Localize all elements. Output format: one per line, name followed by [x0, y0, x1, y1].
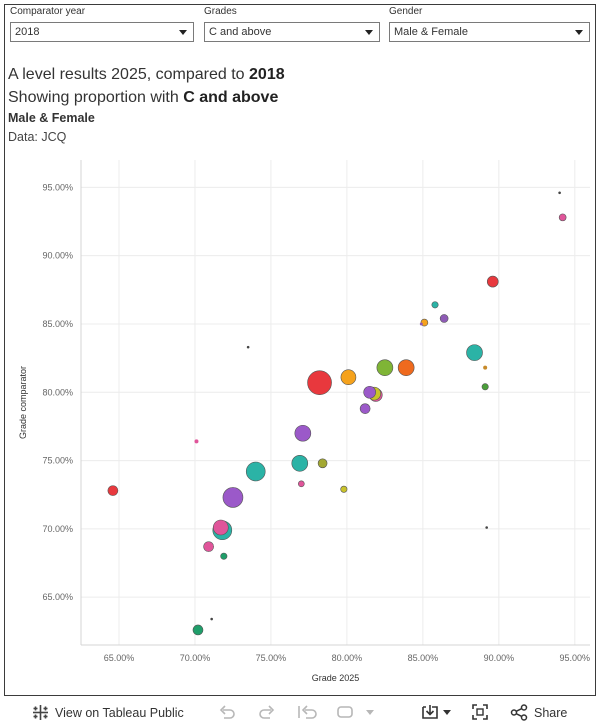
data-point — [558, 191, 561, 195]
data-point — [107, 485, 119, 496]
data-point — [439, 314, 449, 323]
x-tick-label: 75.00% — [256, 653, 287, 663]
x-tick-label: 85.00% — [408, 653, 439, 663]
data-point — [485, 526, 488, 529]
scatter-chart: 65.00% 70.00% 75.00% 80.00% 85.00% 90.00% 95.0… — [18, 160, 591, 683]
title-year: 2018 — [249, 66, 285, 83]
gender-select[interactable]: Male & Female — [389, 22, 590, 42]
x-tick-label: 65.00% — [104, 653, 135, 663]
select-value: 2018 — [15, 26, 40, 38]
refresh-button[interactable] — [336, 704, 376, 720]
data-point — [431, 301, 439, 309]
subtitle-prefix: Showing proportion with — [8, 89, 184, 106]
data-point — [212, 519, 229, 536]
refresh-icon — [337, 706, 374, 718]
filter-grades: Grades C and above — [204, 6, 380, 42]
filter-label: Grades — [204, 6, 237, 17]
download-button[interactable] — [421, 704, 453, 720]
grades-select[interactable]: C and above — [204, 22, 380, 42]
select-value: C and above — [209, 26, 272, 38]
data-point — [363, 385, 376, 399]
tableau-toolbar: View on Tableau Public Share — [0, 697, 600, 727]
data-point — [397, 359, 415, 376]
redo-icon — [259, 705, 275, 719]
title-line-1: A level results 2025, compared to 2018 — [8, 63, 285, 86]
data-point — [220, 552, 228, 560]
redo-button[interactable] — [258, 704, 276, 720]
chart-title-block: A level results 2025, compared to 2018 S… — [8, 63, 285, 147]
undo-icon — [219, 705, 235, 719]
data-point — [376, 359, 394, 376]
data-point — [307, 370, 332, 395]
x-tick-label: 80.00% — [332, 653, 363, 663]
data-point — [558, 213, 567, 222]
y-tick-label: 95.00% — [42, 182, 73, 192]
share-button[interactable]: Share — [510, 704, 567, 721]
data-point — [210, 617, 213, 621]
subtitle-grade: C and above — [183, 89, 279, 106]
chevron-down-icon — [179, 30, 187, 35]
data-point — [419, 322, 423, 326]
select-value: Male & Female — [394, 26, 468, 38]
chevron-down-icon — [575, 30, 583, 35]
data-point — [340, 485, 348, 493]
y-tick-label: 65.00% — [42, 592, 73, 602]
y-tick-label: 90.00% — [42, 251, 73, 261]
data-point — [359, 403, 371, 414]
data-point — [203, 541, 214, 552]
data-point — [192, 624, 204, 636]
data-point — [294, 424, 312, 442]
data-source: Data: JCQ — [8, 130, 67, 144]
fullscreen-icon — [472, 704, 488, 720]
filter-comparator-year: Comparator year 2018 — [10, 6, 194, 42]
view-on-tableau-label: View on Tableau Public — [55, 705, 184, 720]
x-tick-label: 70.00% — [180, 653, 211, 663]
download-icon — [422, 705, 451, 719]
filter-label: Gender — [389, 6, 423, 17]
y-tick-label: 80.00% — [42, 387, 73, 397]
data-point — [298, 480, 305, 488]
y-tick-label: 85.00% — [42, 319, 73, 329]
data-point — [466, 344, 483, 361]
gender-caption: Male & Female — [8, 111, 95, 125]
revert-button[interactable] — [297, 704, 319, 720]
title-line-2: Showing proportion with C and above — [8, 86, 285, 109]
tableau-logo-icon — [33, 705, 48, 720]
x-axis-title: Grade 2025 — [312, 673, 360, 683]
y-tick-label: 75.00% — [42, 456, 73, 466]
data-point — [245, 461, 266, 482]
data-point — [340, 369, 357, 386]
chevron-down-icon — [365, 30, 373, 35]
share-icon — [510, 704, 528, 721]
comparator-year-select[interactable]: 2018 — [10, 22, 194, 42]
data-point — [481, 383, 489, 391]
share-label: Share — [534, 705, 568, 720]
data-point — [194, 439, 199, 444]
data-point — [483, 365, 488, 370]
x-tick-label: 90.00% — [484, 653, 515, 663]
x-tick-label: 95.00% — [560, 653, 591, 663]
fullscreen-button[interactable] — [471, 704, 489, 720]
filter-label: Comparator year — [10, 6, 86, 17]
y-axis-title: Grade comparator — [18, 366, 28, 439]
title-prefix: A level results 2025, compared to — [8, 66, 250, 83]
data-point — [317, 458, 328, 469]
undo-button[interactable] — [218, 704, 236, 720]
filter-gender: Gender Male & Female — [389, 6, 590, 42]
viz-frame — [4, 4, 596, 696]
data-point — [486, 275, 499, 288]
data-point — [246, 345, 250, 349]
view-on-tableau-button[interactable]: View on Tableau Public — [32, 704, 184, 721]
data-point — [291, 454, 309, 472]
y-tick-label: 70.00% — [42, 524, 73, 534]
data-point — [222, 487, 244, 508]
revert-icon — [298, 705, 317, 719]
